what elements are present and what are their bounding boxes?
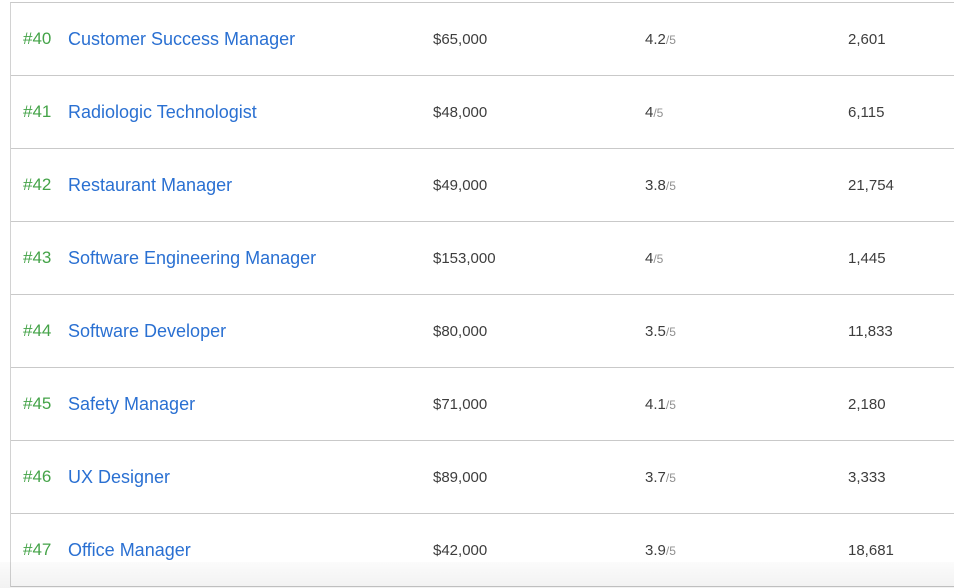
job-rating-scale: /5 — [653, 105, 664, 120]
job-rating: 3.7/5 — [645, 469, 848, 486]
job-title-link[interactable]: Office Manager — [68, 539, 191, 560]
job-count: 21,754 — [848, 176, 894, 194]
job-rating-value: 4.2 — [645, 30, 666, 48]
table-row: #43 Software Engineering Manager $153,00… — [11, 222, 954, 295]
job-rating: 3.9/5 — [645, 542, 848, 559]
job-title-link[interactable]: Restaurant Manager — [68, 174, 233, 195]
job-rating-scale: /5 — [665, 32, 676, 47]
job-count: 11,833 — [848, 322, 893, 340]
job-rating-scale: /5 — [665, 178, 676, 193]
job-count: 1,445 — [848, 249, 886, 267]
job-rating-value: 4.1 — [645, 395, 666, 413]
job-rank: #41 — [23, 102, 52, 121]
job-rating: 3.5/5 — [645, 323, 848, 340]
job-salary: $89,000 — [433, 468, 488, 486]
job-salary: $48,000 — [433, 103, 488, 121]
job-rating-value: 3.8 — [645, 176, 666, 194]
table-row: #45 Safety Manager $71,000 4.1/5 2,180 — [11, 368, 954, 441]
table-row: #42 Restaurant Manager $49,000 3.8/5 21,… — [11, 149, 954, 222]
job-rating-value: 3.5 — [645, 322, 666, 340]
job-rank: #44 — [23, 321, 52, 340]
table-row: #41 Radiologic Technologist $48,000 4/5 … — [11, 76, 954, 149]
job-rating-scale: /5 — [665, 470, 676, 485]
job-title-link[interactable]: Customer Success Manager — [68, 28, 296, 49]
job-rating: 4.1/5 — [645, 396, 848, 413]
job-salary: $49,000 — [433, 176, 488, 194]
job-rank: #46 — [23, 467, 52, 486]
job-rating-scale: /5 — [653, 251, 664, 266]
job-title-link[interactable]: Radiologic Technologist — [68, 101, 257, 122]
job-count: 3,333 — [848, 468, 886, 486]
job-rating-scale: /5 — [665, 543, 676, 558]
job-rank: #43 — [23, 248, 52, 267]
job-salary: $153,000 — [433, 249, 496, 267]
job-rank: #45 — [23, 394, 52, 413]
job-title-link[interactable]: Software Engineering Manager — [68, 247, 317, 268]
table-row: #47 Office Manager $42,000 3.9/5 18,681 — [11, 514, 954, 587]
job-count: 2,601 — [848, 30, 886, 48]
table-row: #44 Software Developer $80,000 3.5/5 11,… — [11, 295, 954, 368]
jobs-table: #40 Customer Success Manager $65,000 4.2… — [10, 2, 954, 587]
job-rank: #42 — [23, 175, 52, 194]
table-row: #40 Customer Success Manager $65,000 4.2… — [11, 3, 954, 76]
job-title-link[interactable]: Safety Manager — [68, 393, 196, 414]
job-count: 2,180 — [848, 395, 886, 413]
job-title-link[interactable]: UX Designer — [68, 466, 171, 487]
table-row: #46 UX Designer $89,000 3.7/5 3,333 — [11, 441, 954, 514]
job-salary: $42,000 — [433, 541, 488, 559]
job-rank: #47 — [23, 540, 52, 559]
job-rating-scale: /5 — [665, 397, 676, 412]
job-salary: $71,000 — [433, 395, 488, 413]
job-salary: $65,000 — [433, 30, 488, 48]
job-rating: 4.2/5 — [645, 31, 848, 48]
job-rank: #40 — [23, 29, 52, 48]
job-rating-value: 3.9 — [645, 541, 666, 559]
job-rating-scale: /5 — [665, 324, 676, 339]
job-rating: 4/5 — [645, 104, 848, 121]
job-count: 18,681 — [848, 541, 894, 559]
job-count: 6,115 — [848, 103, 885, 121]
job-rating-value: 4 — [645, 103, 654, 121]
job-rating: 3.8/5 — [645, 177, 848, 194]
job-title-link[interactable]: Software Developer — [68, 320, 227, 341]
job-salary: $80,000 — [433, 322, 488, 340]
job-rating-value: 4 — [645, 249, 654, 267]
job-rating-value: 3.7 — [645, 468, 666, 486]
job-rating: 4/5 — [645, 250, 848, 267]
